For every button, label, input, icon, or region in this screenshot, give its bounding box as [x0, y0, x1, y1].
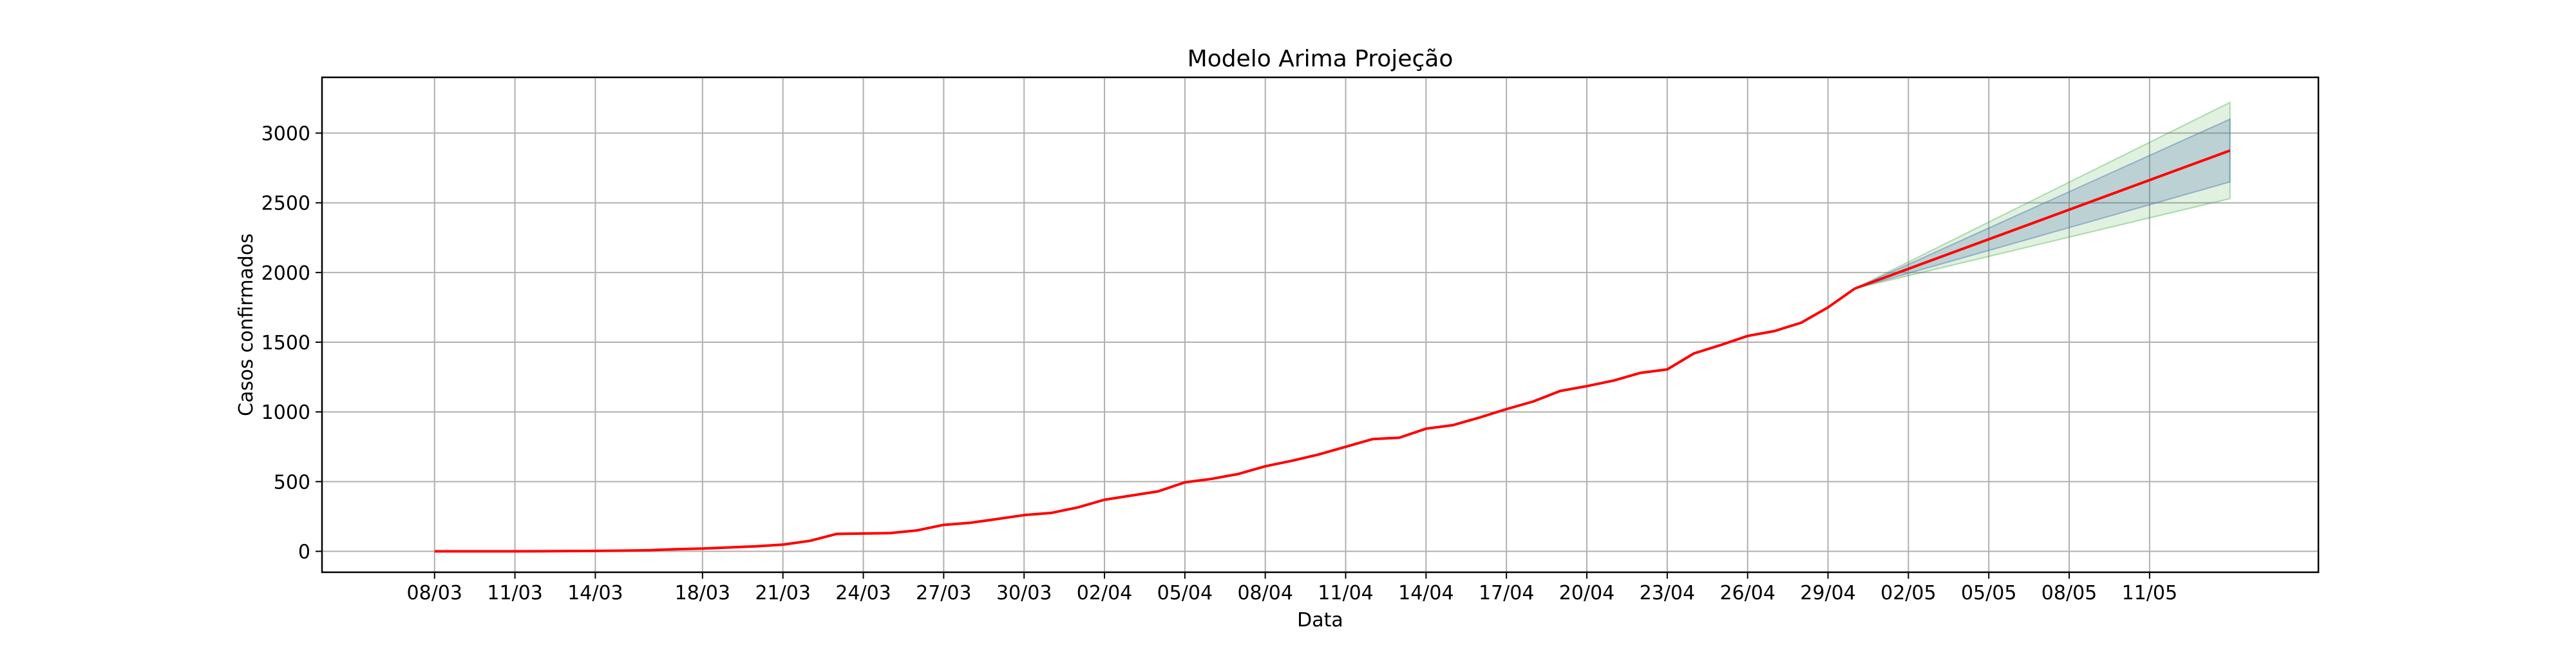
y-tick-label: 2500: [261, 193, 310, 215]
x-tick-label: 08/05: [2041, 582, 2097, 604]
series-lines: [434, 149, 2231, 553]
observed-cases-line: [434, 287, 1856, 553]
x-tick-label: 18/03: [675, 582, 730, 604]
x-tick-label: 29/04: [1800, 582, 1855, 604]
ci-inner-band: [1854, 118, 2231, 289]
x-tick-label: 11/04: [1318, 582, 1373, 604]
x-tick-label: 20/04: [1559, 582, 1615, 604]
x-tick-label: 08/03: [407, 582, 462, 604]
confidence-bands: [1854, 101, 2231, 289]
plot-frame: [321, 76, 2320, 574]
x-tick-label: 11/05: [2122, 582, 2177, 604]
y-tick-label: 1500: [261, 332, 310, 354]
x-tick-label: 23/04: [1640, 582, 1695, 604]
chart-title: Modelo Arima Projeção: [1188, 46, 1454, 72]
y-axis-label: Casos confirmados: [235, 233, 258, 416]
x-tick-label: 05/05: [1961, 582, 2016, 604]
x-tick-label: 14/03: [567, 582, 623, 604]
forecast-line: [1854, 149, 2231, 290]
x-tick-label: 17/04: [1479, 582, 1534, 604]
y-tick-label: 0: [298, 541, 310, 564]
y-tick-label: 2000: [261, 262, 310, 285]
x-tick-label: 27/03: [916, 582, 971, 604]
axes: [321, 76, 2320, 574]
grid: [322, 77, 2318, 572]
y-tick-label: 500: [274, 471, 310, 494]
x-tick-label: 08/04: [1237, 582, 1293, 604]
ci-outer-band: [1854, 101, 2231, 289]
x-tick-label: 05/04: [1157, 582, 1213, 604]
x-tick-label: 26/04: [1719, 582, 1775, 604]
x-tick-label: 02/04: [1077, 582, 1132, 604]
x-tick-label: 02/05: [1880, 582, 1936, 604]
y-tick-label: 3000: [261, 123, 310, 146]
x-tick-labels: 08/03 11/03 14/03 18/03 21/03 24/03 27/03 30/03…: [407, 572, 2177, 604]
x-tick-label: 24/03: [835, 582, 891, 604]
y-tick-label: 1000: [261, 401, 310, 424]
x-tick-label: 30/03: [996, 582, 1052, 604]
x-tick-label: 21/03: [755, 582, 810, 604]
y-tick-labels: 0 500 1000 1500 2000 2500 3000: [261, 123, 322, 564]
x-axis-label: Data: [1297, 609, 1343, 632]
x-tick-label: 11/03: [487, 582, 542, 604]
x-tick-label: 14/04: [1398, 582, 1454, 604]
